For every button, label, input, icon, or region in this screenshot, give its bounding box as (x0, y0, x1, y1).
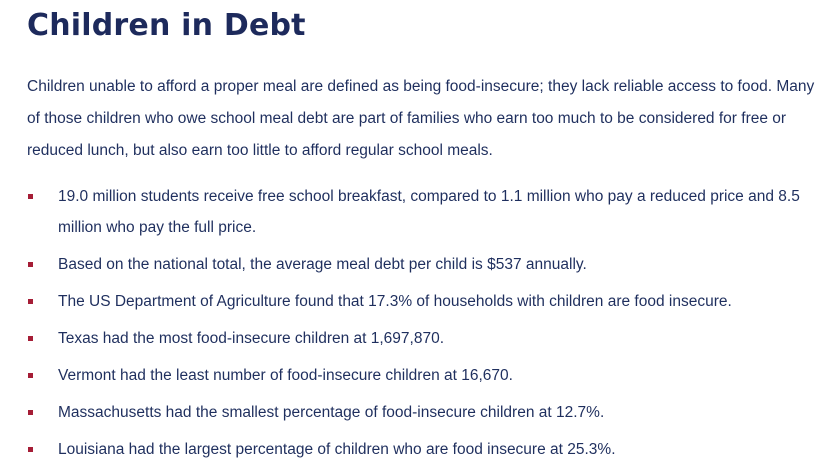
facts-list: 19.0 million students receive free schoo… (27, 181, 817, 465)
list-item: Massachusetts had the smallest percentag… (27, 397, 817, 428)
list-item-text: Texas had the most food-insecure childre… (58, 330, 445, 347)
bullet-square-icon (28, 194, 33, 199)
bullet-square-icon (28, 447, 33, 452)
page-title: Children in Debt (27, 8, 306, 43)
list-item: Based on the national total, the average… (27, 249, 817, 280)
bullet-square-icon (28, 262, 33, 267)
list-item: Louisiana had the largest percentage of … (27, 434, 817, 465)
list-item: Vermont had the least number of food-ins… (27, 360, 817, 391)
bullet-square-icon (28, 410, 33, 415)
list-item: 19.0 million students receive free schoo… (27, 181, 817, 243)
list-item-text: Louisiana had the largest percentage of … (58, 441, 616, 458)
bullet-square-icon (28, 373, 33, 378)
list-item-text: Massachusetts had the smallest percentag… (58, 404, 605, 421)
list-item-text: Vermont had the least number of food-ins… (58, 367, 513, 384)
list-item: The US Department of Agriculture found t… (27, 286, 817, 317)
intro-paragraph: Children unable to afford a proper meal … (27, 78, 815, 159)
list-item-text: 19.0 million students receive free schoo… (58, 188, 800, 236)
article: Children in Debt Children unable to affo… (27, 0, 817, 471)
bullet-square-icon (28, 299, 33, 304)
list-item-text: The US Department of Agriculture found t… (58, 293, 732, 310)
list-item-text: Based on the national total, the average… (58, 256, 587, 273)
list-item: Texas had the most food-insecure childre… (27, 323, 817, 354)
bullet-square-icon (28, 336, 33, 341)
